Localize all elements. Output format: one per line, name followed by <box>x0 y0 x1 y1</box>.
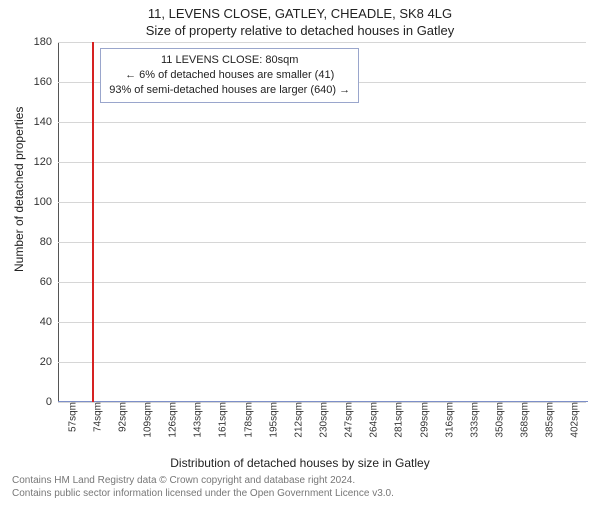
ytick-label: 120 <box>34 156 58 168</box>
bar-slot: 333sqm <box>460 401 485 402</box>
xtick-label: 299sqm <box>415 402 430 438</box>
bar-slot: 195sqm <box>259 401 284 402</box>
bar-slot: 74sqm <box>83 401 108 402</box>
ytick-label: 0 <box>46 396 58 408</box>
chart-title-main: 11, LEVENS CLOSE, GATLEY, CHEADLE, SK8 4… <box>0 6 600 21</box>
bar-slot: 368sqm <box>511 401 536 402</box>
callout-line: 93% of semi-detached houses are larger (… <box>109 83 350 98</box>
chart-title-sub: Size of property relative to detached ho… <box>0 23 600 38</box>
xtick-label: 316sqm <box>440 402 455 438</box>
xtick-label: 126sqm <box>164 402 179 438</box>
x-axis-label: Distribution of detached houses by size … <box>0 456 600 470</box>
xtick-label: 402sqm <box>566 402 581 438</box>
ytick-label: 180 <box>34 36 58 48</box>
reference-line <box>92 42 94 402</box>
xtick-label: 333sqm <box>465 402 480 438</box>
bar-slot: 161sqm <box>209 401 234 402</box>
bar-slot: 385sqm <box>536 401 561 402</box>
bar-slot: 316sqm <box>435 401 460 402</box>
xtick-label: 212sqm <box>289 402 304 438</box>
bar-slot: 143sqm <box>184 401 209 402</box>
callout-line: 11 LEVENS CLOSE: 80sqm <box>109 53 350 68</box>
bar-slot: 264sqm <box>360 401 385 402</box>
bar-slot: 299sqm <box>410 401 435 402</box>
ytick-label: 160 <box>34 76 58 88</box>
xtick-label: 385sqm <box>541 402 556 438</box>
xtick-label: 281sqm <box>390 402 405 438</box>
bar-slot: 92sqm <box>108 401 133 402</box>
bar-slot: 350sqm <box>485 401 510 402</box>
xtick-label: 57sqm <box>63 402 78 432</box>
xtick-label: 74sqm <box>88 402 103 432</box>
xtick-label: 161sqm <box>214 402 229 438</box>
footer-attribution: Contains HM Land Registry data © Crown c… <box>12 474 394 500</box>
bar-slot: 57sqm <box>58 401 83 402</box>
bar-slot: 230sqm <box>309 401 334 402</box>
footer-line-1: Contains HM Land Registry data © Crown c… <box>12 474 394 487</box>
bar-slot: 126sqm <box>159 401 184 402</box>
bar-slot: 178sqm <box>234 401 259 402</box>
bar-slot: 212sqm <box>284 401 309 402</box>
callout-line: ← 6% of detached houses are smaller (41) <box>109 68 350 83</box>
xtick-label: 143sqm <box>189 402 204 438</box>
bar-slot: 247sqm <box>335 401 360 402</box>
xtick-label: 247sqm <box>340 402 355 438</box>
bar-slot: 109sqm <box>133 401 158 402</box>
xtick-label: 195sqm <box>264 402 279 438</box>
ytick-label: 20 <box>40 356 58 368</box>
ytick-label: 40 <box>40 316 58 328</box>
y-axis-label: Number of detached properties <box>12 107 26 272</box>
xtick-label: 368sqm <box>516 402 531 438</box>
callout-box: 11 LEVENS CLOSE: 80sqm← 6% of detached h… <box>100 48 359 103</box>
xtick-label: 109sqm <box>138 402 153 438</box>
ytick-label: 60 <box>40 276 58 288</box>
xtick-label: 350sqm <box>490 402 505 438</box>
xtick-label: 178sqm <box>239 402 254 438</box>
xtick-label: 92sqm <box>113 402 128 432</box>
footer-line-2: Contains public sector information licen… <box>12 487 394 500</box>
chart-plot-area: 02040608010012014016018057sqm74sqm92sqm1… <box>58 42 586 402</box>
bar-slot: 402sqm <box>561 401 586 402</box>
ytick-label: 140 <box>34 116 58 128</box>
ytick-label: 80 <box>40 236 58 248</box>
xtick-label: 230sqm <box>314 402 329 438</box>
xtick-label: 264sqm <box>365 402 380 438</box>
ytick-label: 100 <box>34 196 58 208</box>
bar-slot: 281sqm <box>385 401 410 402</box>
